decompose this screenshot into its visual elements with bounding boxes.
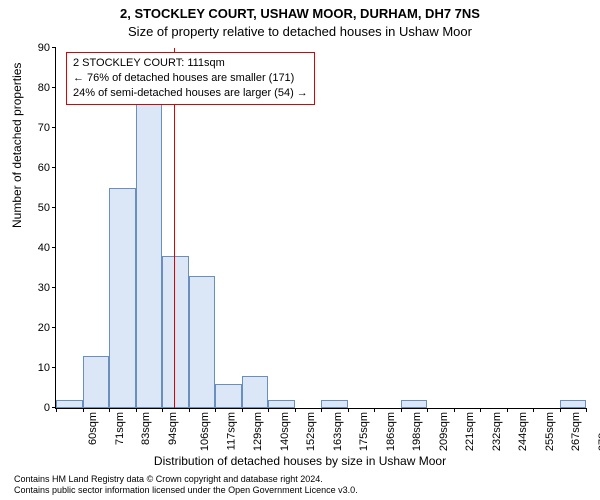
x-tick-mark — [533, 408, 534, 412]
y-tick-label: 90 — [38, 42, 50, 54]
x-tick-label: 244sqm — [517, 412, 529, 451]
footer-line: Contains public sector information licen… — [14, 485, 358, 496]
chart-title-address: 2, STOCKLEY COURT, USHAW MOOR, DURHAM, D… — [0, 6, 600, 21]
x-tick-mark — [189, 408, 190, 412]
y-tick-label: 30 — [38, 282, 50, 294]
annotation-line: 2 STOCKLEY COURT: 111sqm — [73, 56, 308, 71]
x-tick-label: 152sqm — [305, 412, 317, 451]
x-tick-mark — [56, 408, 57, 412]
y-tick-mark — [52, 247, 56, 248]
x-tick-label: 186sqm — [385, 412, 397, 451]
y-tick-mark — [52, 47, 56, 48]
x-tick-label: 94sqm — [167, 412, 179, 445]
histogram-bar — [136, 104, 163, 408]
histogram-bar — [56, 400, 83, 408]
chart-subtitle: Size of property relative to detached ho… — [0, 24, 600, 39]
histogram-bar — [83, 356, 110, 408]
x-tick-mark — [480, 408, 481, 412]
y-axis-label: Number of detached properties — [10, 63, 24, 228]
x-tick-label: 83sqm — [140, 412, 152, 445]
histogram-chart: 010203040506070809060sqm71sqm83sqm94sqm1… — [55, 48, 586, 409]
x-tick-mark — [295, 408, 296, 412]
x-tick-label: 232sqm — [491, 412, 503, 451]
y-tick-mark — [52, 207, 56, 208]
x-tick-label: 163sqm — [332, 412, 344, 451]
footer-attribution: Contains HM Land Registry data © Crown c… — [14, 474, 358, 497]
x-tick-mark — [215, 408, 216, 412]
y-tick-label: 60 — [38, 162, 50, 174]
y-tick-label: 0 — [44, 402, 50, 414]
x-tick-mark — [348, 408, 349, 412]
x-tick-mark — [321, 408, 322, 412]
x-tick-label: 60sqm — [87, 412, 99, 445]
footer-line: Contains HM Land Registry data © Crown c… — [14, 474, 358, 485]
histogram-bar — [401, 400, 428, 408]
y-tick-mark — [52, 127, 56, 128]
x-tick-mark — [83, 408, 84, 412]
x-tick-label: 175sqm — [358, 412, 370, 451]
x-tick-label: 198sqm — [411, 412, 423, 451]
x-tick-label: 117sqm — [225, 412, 237, 450]
y-tick-mark — [52, 87, 56, 88]
y-tick-label: 70 — [38, 122, 50, 134]
x-tick-mark — [162, 408, 163, 412]
x-tick-label: 129sqm — [252, 412, 264, 451]
x-tick-mark — [268, 408, 269, 412]
x-tick-mark — [454, 408, 455, 412]
x-tick-mark — [109, 408, 110, 412]
histogram-bar — [560, 400, 587, 408]
x-tick-mark — [374, 408, 375, 412]
x-tick-label: 209sqm — [438, 412, 450, 451]
histogram-bar — [242, 376, 269, 408]
x-tick-mark — [586, 408, 587, 412]
x-tick-label: 255sqm — [544, 412, 556, 451]
x-tick-label: 267sqm — [570, 412, 582, 451]
y-tick-label: 80 — [38, 82, 50, 94]
y-tick-label: 10 — [38, 362, 50, 374]
histogram-bar — [321, 400, 348, 408]
annotation-line: 24% of semi-detached houses are larger (… — [73, 86, 308, 101]
y-tick-mark — [52, 167, 56, 168]
x-axis-label: Distribution of detached houses by size … — [0, 454, 600, 468]
x-tick-label: 278sqm — [597, 412, 600, 451]
histogram-bar — [109, 188, 136, 408]
histogram-bar — [189, 276, 216, 408]
x-tick-mark — [427, 408, 428, 412]
histogram-bar — [268, 400, 295, 408]
y-tick-mark — [52, 327, 56, 328]
y-tick-label: 40 — [38, 242, 50, 254]
x-tick-mark — [136, 408, 137, 412]
x-tick-label: 221sqm — [464, 412, 476, 451]
x-tick-label: 106sqm — [199, 412, 211, 451]
x-tick-mark — [401, 408, 402, 412]
histogram-bar — [215, 384, 242, 408]
y-tick-label: 20 — [38, 322, 50, 334]
annotation-box: 2 STOCKLEY COURT: 111sqm← 76% of detache… — [66, 52, 315, 105]
y-tick-label: 50 — [38, 202, 50, 214]
y-tick-mark — [52, 287, 56, 288]
y-tick-mark — [52, 367, 56, 368]
x-tick-label: 71sqm — [114, 412, 126, 445]
x-tick-mark — [242, 408, 243, 412]
x-tick-label: 140sqm — [279, 412, 291, 451]
annotation-line: ← 76% of detached houses are smaller (17… — [73, 71, 308, 86]
histogram-bar — [162, 256, 189, 408]
x-tick-mark — [560, 408, 561, 412]
x-tick-mark — [507, 408, 508, 412]
